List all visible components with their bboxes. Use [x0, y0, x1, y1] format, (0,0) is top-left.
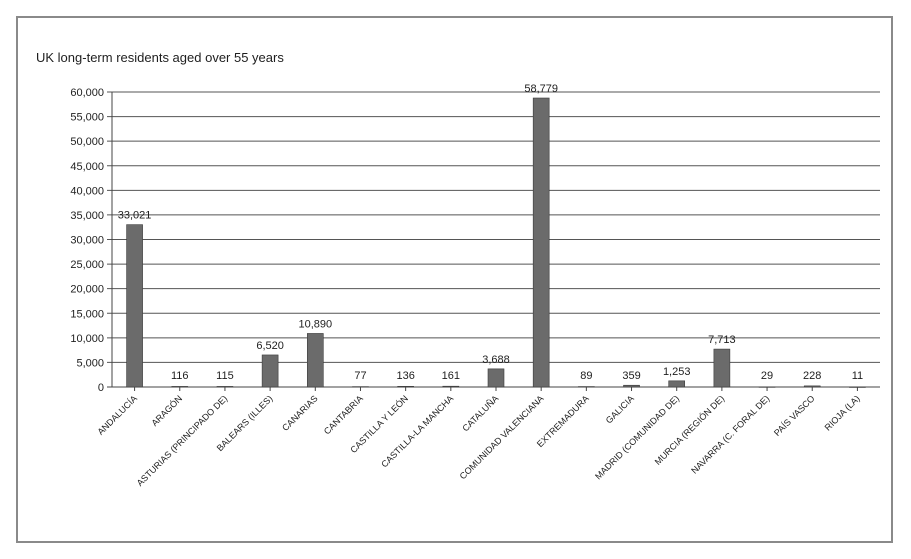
- y-tick-label: 45,000: [70, 161, 104, 173]
- y-tick-label: 50,000: [70, 136, 104, 148]
- bar: [578, 386, 595, 388]
- data-label: 11: [852, 370, 863, 382]
- bar: [397, 386, 414, 388]
- y-tick-label: 30,000: [70, 235, 104, 247]
- x-tick-label: CANTABRIA: [322, 393, 365, 436]
- bar: [216, 386, 234, 388]
- data-label: 89: [580, 370, 592, 382]
- data-label: 136: [396, 370, 414, 382]
- data-label: 77: [354, 370, 366, 382]
- bar: [803, 385, 821, 388]
- bar: [306, 333, 324, 388]
- x-tick-label: CANARIAS: [280, 393, 320, 433]
- y-tick-label: 5,000: [76, 357, 104, 369]
- bar: [442, 385, 460, 388]
- y-tick-label: 35,000: [70, 210, 104, 222]
- bar: [487, 368, 505, 388]
- bar: [261, 354, 279, 388]
- bar: [713, 348, 731, 388]
- y-tick-label: 10,000: [70, 333, 104, 345]
- data-label: 58,779: [524, 83, 558, 95]
- data-label: 116: [171, 370, 189, 382]
- x-tick-label: ANDALUCÍA: [96, 393, 139, 436]
- data-label: 161: [442, 370, 460, 382]
- data-label: 10,890: [298, 318, 332, 330]
- chart-title: UK long-term residents aged over 55 year…: [36, 50, 284, 65]
- y-tick-label: 55,000: [70, 112, 104, 124]
- x-tick-label: ARAGÓN: [150, 393, 185, 428]
- x-tick-label: PAÍS VASCO: [772, 393, 817, 438]
- data-label: 29: [761, 370, 773, 382]
- data-label: 7,713: [708, 334, 736, 346]
- y-tick-label: 0: [98, 382, 104, 394]
- bar: [126, 224, 143, 388]
- bar: [532, 97, 550, 388]
- x-tick-label: ASTURIAS (PRINCIPADO DE): [135, 393, 230, 488]
- x-tick-label: COMUNIDAD VALENCIANA: [458, 393, 546, 481]
- data-label: 228: [803, 370, 821, 382]
- y-tick-label: 60,000: [70, 87, 104, 99]
- y-tick-label: 25,000: [70, 259, 104, 271]
- y-tick-label: 15,000: [70, 308, 104, 320]
- x-tick-label: MADRID (COMUNIDAD DE): [593, 393, 681, 481]
- x-tick-label: CATALUÑA: [460, 393, 500, 433]
- data-label: 6,520: [256, 340, 284, 352]
- gridlines: [107, 91, 880, 388]
- y-axis: 0 5,000 10,000 15,000 20,000 25,000 30,000 35,0…: [70, 87, 113, 394]
- data-label: 1,253: [663, 366, 691, 378]
- x-tick-label: GALICIA: [604, 393, 636, 425]
- x-tick-label: RIOJA (LA): [823, 393, 862, 432]
- x-tick-label: NAVARRA (C. FORAL DE): [689, 393, 771, 475]
- bar: [668, 380, 686, 388]
- y-tick-label: 40,000: [70, 185, 104, 197]
- data-label: 3,688: [482, 354, 510, 366]
- bar: [623, 384, 640, 388]
- data-label: 33,021: [118, 210, 152, 222]
- chart-frame: [16, 16, 893, 543]
- data-label: 115: [216, 370, 234, 382]
- bar: [171, 386, 189, 388]
- y-tick-label: 20,000: [70, 284, 104, 296]
- data-label: 359: [622, 370, 640, 382]
- value-labels: 33,021 116 115 6,520 10,890 77 136 161 3,688 58,7…: [118, 83, 863, 382]
